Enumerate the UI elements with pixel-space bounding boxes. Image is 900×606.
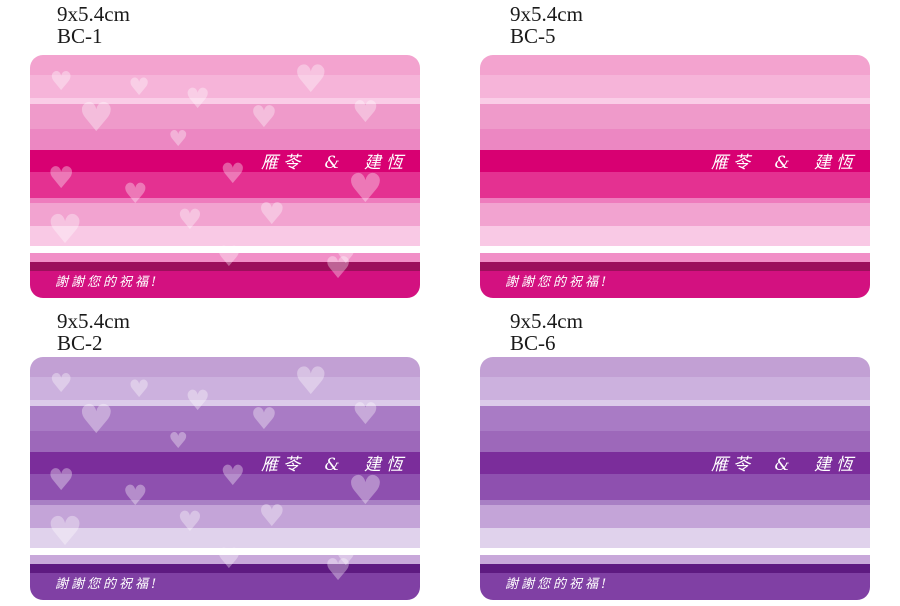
stripe-4: [30, 104, 420, 129]
size-label: 9x5.4cm: [57, 309, 130, 333]
size-label: 9x5.4cm: [510, 2, 583, 26]
business-card-bc6[interactable]: 雁苓 & 建恆 謝謝您的祝福!: [480, 357, 870, 600]
couple-names-text: 雁苓 & 建恆: [711, 455, 858, 475]
stripe-background: [30, 55, 420, 298]
stripe-14: [30, 573, 420, 600]
stripe-12: [480, 555, 870, 564]
stripe-2: [480, 75, 870, 98]
couple-names-text: 雁苓 & 建恆: [261, 153, 408, 173]
card-label-bc6: 9x5.4cm BC-6: [510, 310, 583, 354]
card-label-bc2: 9x5.4cm BC-2: [57, 310, 130, 354]
stripe-5: [30, 129, 420, 150]
thanks-message-text: 謝謝您的祝福!: [505, 576, 610, 592]
business-card-bc1[interactable]: ♥ ♥ ♥ ♥ ♥ ♥ ♥ ♥ ♥ ♥ ♥ ♥ ♥ ♥ ♥ ♥ ♥ ♥ 雁苓 & 建恆 謝謝您的祝福!: [30, 55, 420, 298]
stripe-10: [30, 226, 420, 246]
thanks-message-text: 謝謝您的祝福!: [505, 274, 610, 290]
thanks-message-text: 謝謝您的祝福!: [55, 576, 160, 592]
stripe-background: [480, 357, 870, 600]
stripe-5: [30, 431, 420, 452]
stripe-5: [480, 431, 870, 452]
stripe-7: [30, 474, 420, 500]
stripe-background: [480, 55, 870, 298]
stripe-1: [480, 55, 870, 75]
stripe-10: [480, 528, 870, 548]
stripe-8: [480, 500, 870, 505]
card-label-bc1: 9x5.4cm BC-1: [57, 3, 130, 47]
stripe-14: [480, 271, 870, 298]
card-label-bc5: 9x5.4cm BC-5: [510, 3, 583, 47]
business-card-bc5[interactable]: 雁苓 & 建恆 謝謝您的祝福!: [480, 55, 870, 298]
stripe-10: [30, 528, 420, 548]
couple-names-text: 雁苓 & 建恆: [711, 153, 858, 173]
stripe-8: [480, 198, 870, 203]
stripe-6: [480, 150, 870, 172]
stripe-3: [480, 98, 870, 104]
stripe-3: [480, 400, 870, 406]
stripe-1: [480, 357, 870, 377]
stripe-13: [480, 564, 870, 573]
stripe-3: [30, 400, 420, 406]
code-label: BC-1: [57, 24, 103, 48]
code-label: BC-2: [57, 331, 103, 355]
stripe-1: [30, 55, 420, 75]
stripe-2: [30, 75, 420, 98]
couple-names-text: 雁苓 & 建恆: [261, 455, 408, 475]
stripe-2: [480, 377, 870, 400]
stripe-1: [30, 357, 420, 377]
stripe-4: [480, 406, 870, 431]
stripe-background: [30, 357, 420, 600]
thanks-message-text: 謝謝您的祝福!: [55, 274, 160, 290]
code-label: BC-6: [510, 331, 556, 355]
stripe-9: [30, 505, 420, 528]
stripe-14: [30, 271, 420, 298]
stripe-5: [480, 129, 870, 150]
stripe-12: [480, 253, 870, 262]
stripe-11: [30, 548, 420, 555]
stripe-10: [480, 226, 870, 246]
business-card-bc2[interactable]: ♥ ♥ ♥ ♥ ♥ ♥ ♥ ♥ ♥ ♥ ♥ ♥ ♥ ♥ ♥ ♥ ♥ ♥ 雁苓 & 建恆 謝謝您的祝福!: [30, 357, 420, 600]
stripe-12: [30, 253, 420, 262]
stripe-13: [30, 262, 420, 271]
stripe-12: [30, 555, 420, 564]
stripe-9: [30, 203, 420, 226]
stripe-11: [30, 246, 420, 253]
stripe-8: [30, 500, 420, 505]
code-label: BC-5: [510, 24, 556, 48]
stripe-4: [480, 104, 870, 129]
stripe-3: [30, 98, 420, 104]
size-label: 9x5.4cm: [57, 2, 130, 26]
stripe-13: [480, 262, 870, 271]
stripe-11: [480, 548, 870, 555]
stripe-4: [30, 406, 420, 431]
size-label: 9x5.4cm: [510, 309, 583, 333]
stripe-6: [30, 150, 420, 172]
stripe-9: [480, 203, 870, 226]
stripe-8: [30, 198, 420, 203]
stripe-7: [480, 172, 870, 198]
stripe-9: [480, 505, 870, 528]
stripe-7: [480, 474, 870, 500]
stripe-6: [480, 452, 870, 474]
stripe-7: [30, 172, 420, 198]
stripe-14: [480, 573, 870, 600]
stripe-6: [30, 452, 420, 474]
stripe-13: [30, 564, 420, 573]
stripe-2: [30, 377, 420, 400]
stripe-11: [480, 246, 870, 253]
